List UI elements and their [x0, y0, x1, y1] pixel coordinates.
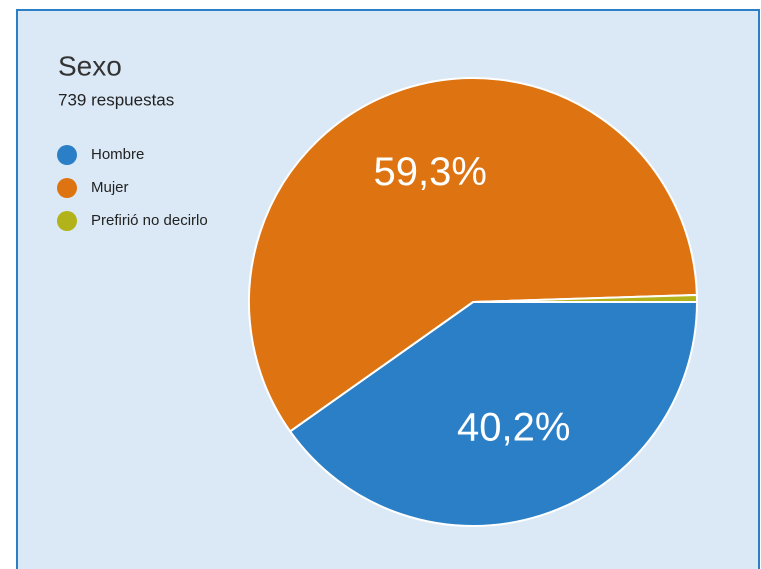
legend-label: Hombre [91, 146, 144, 163]
data-label: 40,2% [457, 406, 570, 450]
legend-swatch [57, 178, 77, 198]
pie-slice [472, 293, 699, 303]
legend: Hombre Mujer Prefirió no decirlo [57, 145, 208, 231]
legend-swatch [57, 211, 77, 231]
chart-subtitle: 739 respuestas [58, 90, 174, 109]
pie-slice [248, 77, 698, 433]
pie: 40,2% 59,3% [248, 77, 699, 527]
pie-slice [288, 301, 699, 527]
chart-title: Sexo [58, 50, 122, 81]
legend-label: Mujer [91, 179, 129, 196]
legend-swatch [57, 145, 77, 165]
legend-label: Prefirió no decirlo [91, 212, 208, 229]
data-label: 59,3% [374, 150, 487, 194]
